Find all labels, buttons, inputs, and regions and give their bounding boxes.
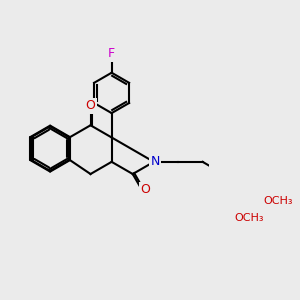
Text: F: F <box>108 47 115 60</box>
Text: O: O <box>85 99 95 112</box>
Text: OCH₃: OCH₃ <box>235 213 264 223</box>
Text: OCH₃: OCH₃ <box>264 196 293 206</box>
Text: N: N <box>151 154 160 168</box>
Text: O: O <box>141 183 151 196</box>
